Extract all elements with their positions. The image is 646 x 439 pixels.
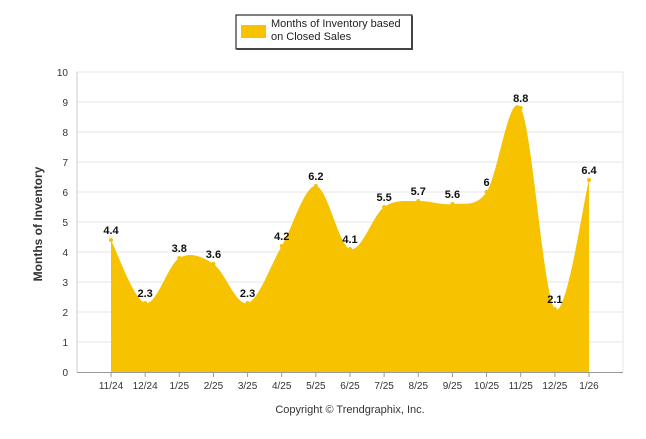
data-point[interactable] [552, 307, 557, 311]
y-tick-label: 1 [62, 338, 68, 349]
legend-shadow-bottom [237, 48, 412, 50]
x-tick-label: 4/25 [272, 381, 292, 392]
x-tick-label: 7/25 [374, 381, 394, 392]
data-labels: 4.4 2.3 3.8 3.6 2.3 4.2 6.2 4.1 5.5 5.7 5.6 6 8.8 2.1… [103, 93, 597, 306]
x-tick-label: 3/25 [238, 381, 258, 392]
x-tick-label: 6/25 [340, 381, 360, 392]
data-point[interactable] [177, 256, 182, 260]
y-tick-label: 8 [62, 128, 68, 139]
series-area [109, 105, 591, 372]
x-tick-label: 1/26 [579, 381, 599, 392]
data-label: 3.6 [206, 249, 221, 261]
data-label: 6.4 [581, 165, 597, 177]
data-point[interactable] [245, 301, 250, 305]
data-point[interactable] [211, 262, 216, 266]
data-point[interactable] [518, 106, 523, 110]
data-label: 2.1 [547, 294, 562, 306]
y-tick-label: 10 [57, 68, 69, 79]
data-label: 8.8 [513, 93, 528, 105]
data-point[interactable] [279, 244, 284, 248]
copyright-footer: Copyright © Trendgraphix, Inc. [275, 404, 424, 416]
y-tick-label: 7 [62, 158, 68, 169]
data-label: 4.4 [103, 225, 119, 237]
data-label: 6 [484, 177, 490, 189]
data-label: 5.7 [411, 186, 426, 198]
x-tick-label: 11/25 [509, 381, 534, 392]
y-tick-label: 6 [62, 188, 68, 199]
x-tick-label: 9/25 [443, 381, 463, 392]
x-tick-label: 12/25 [542, 381, 567, 392]
data-point[interactable] [382, 205, 387, 209]
data-point[interactable] [587, 178, 591, 182]
legend-label-line-1: Months of Inventory based [271, 18, 401, 30]
y-tick-label: 2 [62, 308, 68, 319]
y-tick-label: 9 [62, 98, 68, 109]
y-tick-label: 0 [62, 368, 68, 379]
data-label: 4.2 [274, 231, 289, 243]
x-tick-label: 2/25 [204, 381, 224, 392]
data-point[interactable] [450, 202, 455, 206]
data-point[interactable] [143, 301, 148, 305]
data-label: 2.3 [137, 288, 152, 300]
legend-shadow-right [411, 16, 413, 50]
y-axis-title: Months of Inventory [31, 166, 45, 281]
data-label: 5.6 [445, 189, 460, 201]
y-tick-label: 4 [62, 248, 68, 259]
data-point[interactable] [313, 184, 318, 188]
y-tick-label: 3 [62, 278, 68, 289]
axes: 0 1 2 3 4 5 6 7 8 9 10 11/24 12/24 1/25 2/25 3/25 4/25 5/… [57, 68, 624, 392]
data-point[interactable] [348, 247, 352, 251]
data-label: 5.5 [376, 192, 391, 204]
series-area-fill [111, 105, 589, 372]
data-label: 2.3 [240, 288, 255, 300]
data-label: 3.8 [172, 243, 187, 255]
data-point[interactable] [109, 238, 113, 242]
legend[interactable]: Months of Inventory based on Closed Sale… [235, 14, 413, 50]
data-label: 4.1 [342, 234, 357, 246]
data-point[interactable] [484, 190, 489, 194]
y-tick-label: 5 [62, 218, 68, 229]
x-tick-label: 11/24 [99, 381, 124, 392]
data-label: 6.2 [308, 171, 323, 183]
x-tick-label: 10/25 [474, 381, 499, 392]
data-point[interactable] [416, 199, 421, 203]
x-tick-label: 5/25 [306, 381, 326, 392]
legend-swatch [241, 25, 266, 38]
x-tick-label: 8/25 [409, 381, 429, 392]
x-tick-label: 1/25 [170, 381, 190, 392]
x-tick-label: 12/24 [133, 381, 158, 392]
legend-label-line-2: on Closed Sales [271, 31, 352, 43]
